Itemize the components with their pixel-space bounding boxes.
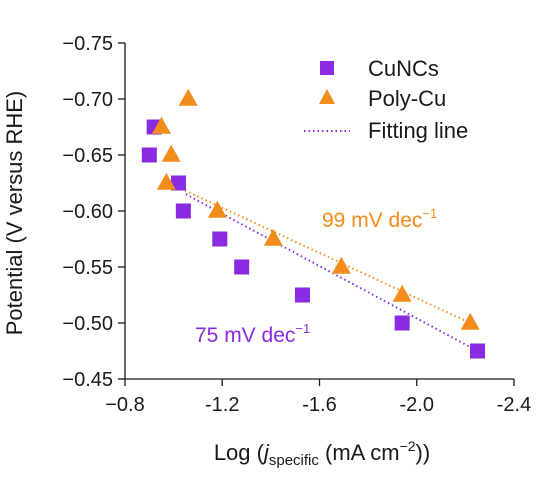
x-tick-label: −0.8 xyxy=(105,394,144,416)
polycu-point xyxy=(151,116,171,134)
legend: CuNCs Poly-Cu Fitting line xyxy=(304,56,468,143)
x-axis-label-units: (mA cm xyxy=(319,440,400,465)
polycu-slope-text: 99 mV dec xyxy=(322,209,422,232)
x-axis-label: Log (jspecific (mA cm−2)) xyxy=(214,438,430,469)
polycu-point xyxy=(161,144,181,162)
x-tick-label: -2.4 xyxy=(497,394,531,416)
y-tick-label: −0.50 xyxy=(62,313,113,335)
y-tick-label: −0.55 xyxy=(62,257,113,279)
polycu-slope-sup: −1 xyxy=(422,206,437,221)
cuncs-point xyxy=(394,315,410,331)
cuncs-point xyxy=(175,203,191,219)
x-axis-label-sup: −2 xyxy=(400,438,416,454)
legend-cuncs-marker xyxy=(320,61,334,75)
x-axis-label-sub: specific xyxy=(269,452,320,469)
y-tick-label: −0.65 xyxy=(62,145,113,167)
polycu-point xyxy=(207,200,227,218)
cuncs-slope-annotation: 75 mV dec−1 xyxy=(195,321,310,347)
polycu-point xyxy=(156,172,176,190)
cuncs-point xyxy=(212,231,228,247)
y-tick-label: −0.45 xyxy=(62,369,113,391)
cuncs-slope-sup: −1 xyxy=(295,321,310,336)
y-tick-label: −0.70 xyxy=(62,89,113,111)
legend-polycu-marker xyxy=(319,89,335,104)
x-axis-label-close: )) xyxy=(416,440,431,465)
polycu-point xyxy=(331,256,351,274)
polycu-point xyxy=(263,228,283,246)
legend-cuncs-label: CuNCs xyxy=(368,56,439,81)
legend-fit-label: Fitting line xyxy=(368,118,468,143)
y-tick-label: −0.60 xyxy=(62,201,113,223)
cuncs-point xyxy=(294,287,310,303)
fit-line-polycu xyxy=(180,187,471,324)
fit-lines xyxy=(180,187,479,352)
polycu-slope-annotation: 99 mV dec−1 xyxy=(322,206,437,232)
cuncs-point xyxy=(170,175,186,191)
data-points xyxy=(141,88,486,359)
x-tick-label: -1.2 xyxy=(205,394,239,416)
fit-line-cuncs xyxy=(185,193,479,352)
legend-polycu-label: Poly-Cu xyxy=(368,86,446,111)
x-axis-label-j: j xyxy=(261,440,270,465)
plot-axes: −0.75 −0.70 −0.65 −0.60 −0.55 −0.50 −0.45 −0.8 -… xyxy=(62,33,531,416)
y-axis-label: Potential (V versus RHE) xyxy=(2,91,27,336)
cuncs-point xyxy=(234,259,250,275)
x-tick-label: -2.0 xyxy=(400,394,434,416)
polycu-point xyxy=(392,284,412,302)
cuncs-point xyxy=(470,343,486,359)
y-tick-label: −0.75 xyxy=(62,33,113,55)
x-axis-label-main: Log ( xyxy=(214,440,265,465)
x-tick-label: -1.6 xyxy=(302,394,336,416)
cuncs-point xyxy=(141,147,157,163)
polycu-point xyxy=(460,312,480,330)
cuncs-slope-text: 75 mV dec xyxy=(195,324,295,347)
polycu-point xyxy=(178,88,198,106)
